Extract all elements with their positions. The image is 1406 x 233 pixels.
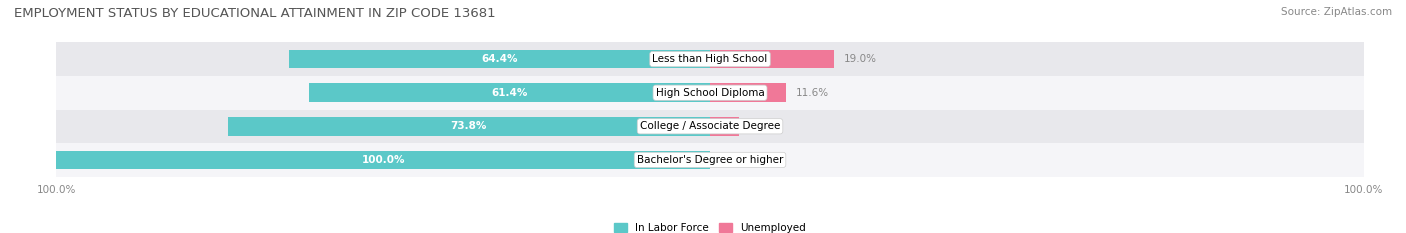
Bar	[56, 110, 1364, 143]
Bar	[56, 143, 1364, 177]
Text: Less than High School: Less than High School	[652, 54, 768, 64]
Text: 4.4%: 4.4%	[748, 121, 775, 131]
Text: 64.4%: 64.4%	[481, 54, 517, 64]
Bar	[308, 83, 710, 102]
Bar	[56, 42, 1364, 76]
Bar	[710, 50, 834, 68]
Text: 0.0%: 0.0%	[720, 155, 747, 165]
Text: Source: ZipAtlas.com: Source: ZipAtlas.com	[1281, 7, 1392, 17]
Text: EMPLOYMENT STATUS BY EDUCATIONAL ATTAINMENT IN ZIP CODE 13681: EMPLOYMENT STATUS BY EDUCATIONAL ATTAINM…	[14, 7, 496, 20]
Text: 73.8%: 73.8%	[450, 121, 486, 131]
Bar	[290, 50, 710, 68]
Text: High School Diploma: High School Diploma	[655, 88, 765, 98]
Text: 19.0%: 19.0%	[844, 54, 877, 64]
Text: 61.4%: 61.4%	[491, 88, 527, 98]
Text: 11.6%: 11.6%	[796, 88, 828, 98]
Text: 100.0%: 100.0%	[361, 155, 405, 165]
Text: College / Associate Degree: College / Associate Degree	[640, 121, 780, 131]
Bar	[56, 76, 1364, 110]
Bar	[710, 117, 738, 136]
Legend: In Labor Force, Unemployed: In Labor Force, Unemployed	[610, 219, 810, 233]
Bar	[710, 83, 786, 102]
Bar	[228, 117, 710, 136]
Bar	[56, 151, 710, 169]
Text: Bachelor's Degree or higher: Bachelor's Degree or higher	[637, 155, 783, 165]
